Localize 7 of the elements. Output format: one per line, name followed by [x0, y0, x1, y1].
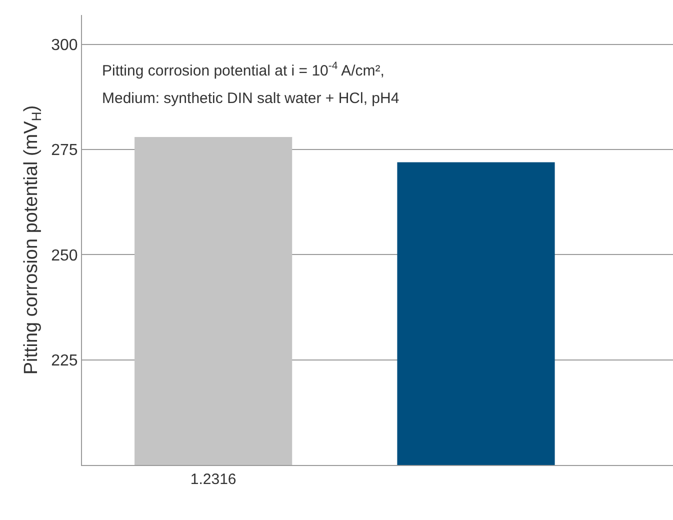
y-tick-label: 225 [51, 352, 78, 370]
annotation: Pitting corrosion potential at i = 10$^{-4}$ A/cm², [102, 60, 384, 80]
y-tick-label: 275 [51, 142, 78, 160]
annotation: Medium: synthetic DIN salt water + HCl, pH4 [102, 90, 400, 107]
x-tick-label: 1.2316 [190, 471, 236, 488]
y-tick-label: 250 [51, 247, 78, 264]
y-tick-label: 300 [51, 37, 78, 54]
